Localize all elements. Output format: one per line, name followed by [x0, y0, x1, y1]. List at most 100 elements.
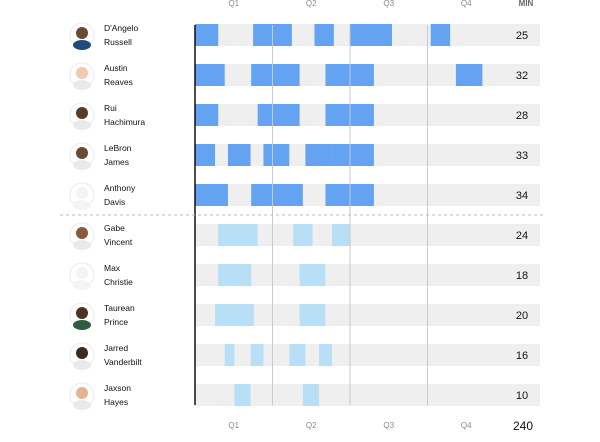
quarter-label-top-Q4: Q4	[461, 0, 472, 8]
player-last-name-2: Hachimura	[104, 117, 145, 127]
avatar-shirt-4	[73, 200, 91, 210]
player-last-name-1: Reaves	[104, 77, 133, 87]
stint-bar-2-3	[350, 104, 374, 126]
stint-bar-3-3	[305, 144, 332, 166]
stint-bar-4-1	[251, 184, 303, 206]
stint-bar-7-0	[215, 304, 254, 326]
player-first-name-3: LeBron	[104, 143, 132, 153]
avatar-shirt-0	[73, 40, 91, 50]
player-first-name-6: Max	[104, 263, 121, 273]
quarter-lines	[60, 25, 545, 405]
player-minutes-4: 34	[516, 190, 528, 202]
player-last-name-4: Davis	[104, 197, 125, 207]
avatar-shirt-3	[73, 160, 91, 170]
player-minutes-7: 20	[516, 310, 528, 322]
player-first-name-9: Jaxson	[104, 383, 131, 393]
quarter-label-bottom-Q3: Q3	[383, 421, 394, 430]
text-labels: D'Angelo Russell 25 Austin Reaves 32 Rui Hachim…	[104, 0, 534, 433]
player-first-name-0: D'Angelo	[104, 23, 139, 33]
stint-bar-5-0	[218, 224, 258, 246]
stint-bar-8-3	[319, 344, 332, 366]
stint-bar-8-1	[250, 344, 264, 366]
row-track-8	[195, 344, 540, 366]
player-minutes-3: 33	[516, 150, 528, 162]
quarter-label-top-Q2: Q2	[306, 0, 317, 8]
avatar-head-5	[76, 227, 88, 239]
stint-bar-3-1	[227, 144, 251, 166]
quarter-label-top-Q3: Q3	[383, 0, 394, 8]
stint-bar-5-2	[331, 224, 350, 246]
player-minutes-8: 16	[516, 350, 528, 362]
player-first-name-5: Gabe	[104, 223, 125, 233]
row-track-5	[195, 224, 540, 246]
stint-bar-3-2	[263, 144, 290, 166]
stint-bar-1-1	[251, 64, 300, 86]
player-first-name-8: Jarred	[104, 343, 128, 353]
player-first-name-7: Taurean	[104, 303, 135, 313]
stint-bar-0-4	[430, 24, 451, 46]
player-minutes-2: 28	[516, 110, 528, 122]
player-last-name-8: Vanderbilt	[104, 357, 142, 367]
avatar-shirt-1	[73, 80, 91, 90]
stint-bar-0-0	[195, 24, 219, 46]
stint-bar-3-5	[350, 144, 374, 166]
stint-bar-0-3	[350, 24, 392, 46]
player-minutes-5: 24	[516, 230, 528, 242]
quarter-label-top-Q1: Q1	[228, 0, 239, 8]
stint-bar-1-3	[350, 64, 374, 86]
row-track-6	[195, 264, 540, 286]
player-last-name-0: Russell	[104, 37, 132, 47]
avatar-shirt-7	[73, 320, 91, 330]
stint-bar-1-4	[455, 64, 483, 86]
player-minutes-9: 10	[516, 390, 528, 402]
avatar-head-7	[76, 307, 88, 319]
total-minutes: 240	[513, 419, 533, 433]
avatar-head-4	[76, 187, 88, 199]
stint-bar-6-0	[218, 264, 252, 286]
quarter-label-bottom-Q1: Q1	[228, 421, 239, 430]
stint-bar-9-0	[234, 384, 251, 406]
avatar-shirt-2	[73, 120, 91, 130]
stint-bar-1-2	[325, 64, 350, 86]
stint-bar-2-0	[195, 104, 219, 126]
player-last-name-7: Prince	[104, 317, 128, 327]
stint-bar-3-0	[195, 144, 216, 166]
minutes-header: MIN	[519, 0, 534, 8]
stint-bar-0-2	[314, 24, 334, 46]
avatar-head-2	[76, 107, 88, 119]
stint-bar-1-0	[195, 64, 225, 86]
player-minutes-6: 18	[516, 270, 528, 282]
stint-bar-2-2	[325, 104, 350, 126]
stint-bar-7-1	[299, 304, 326, 326]
avatar-shirt-6	[73, 280, 91, 290]
avatar-shirt-8	[73, 360, 91, 370]
avatar-shirt-9	[73, 400, 91, 410]
stint-bar-9-1	[302, 384, 319, 406]
stint-bar-2-1	[257, 104, 300, 126]
quarter-label-bottom-Q4: Q4	[461, 421, 472, 430]
avatar-shirt-5	[73, 240, 91, 250]
avatar-head-1	[76, 67, 88, 79]
stint-bar-4-0	[195, 184, 228, 206]
player-first-name-4: Anthony	[104, 183, 136, 193]
stint-bar-8-2	[289, 344, 306, 366]
player-last-name-9: Hayes	[104, 397, 128, 407]
quarter-label-bottom-Q2: Q2	[306, 421, 317, 430]
row-track-7	[195, 304, 540, 326]
avatar-head-8	[76, 347, 88, 359]
player-last-name-3: James	[104, 157, 129, 167]
avatar-head-0	[76, 27, 88, 39]
player-minutes-1: 32	[516, 70, 528, 82]
stint-bars	[195, 24, 483, 406]
stint-bar-8-0	[224, 344, 235, 366]
stint-bar-4-3	[350, 184, 374, 206]
player-first-name-2: Rui	[104, 103, 117, 113]
stint-bar-6-1	[299, 264, 326, 286]
player-minutes-0: 25	[516, 30, 528, 42]
row-track-9	[195, 384, 540, 406]
avatar-head-6	[76, 267, 88, 279]
player-first-name-1: Austin	[104, 63, 128, 73]
avatar-head-3	[76, 147, 88, 159]
player-avatars	[69, 22, 95, 410]
stint-bar-4-2	[325, 184, 350, 206]
